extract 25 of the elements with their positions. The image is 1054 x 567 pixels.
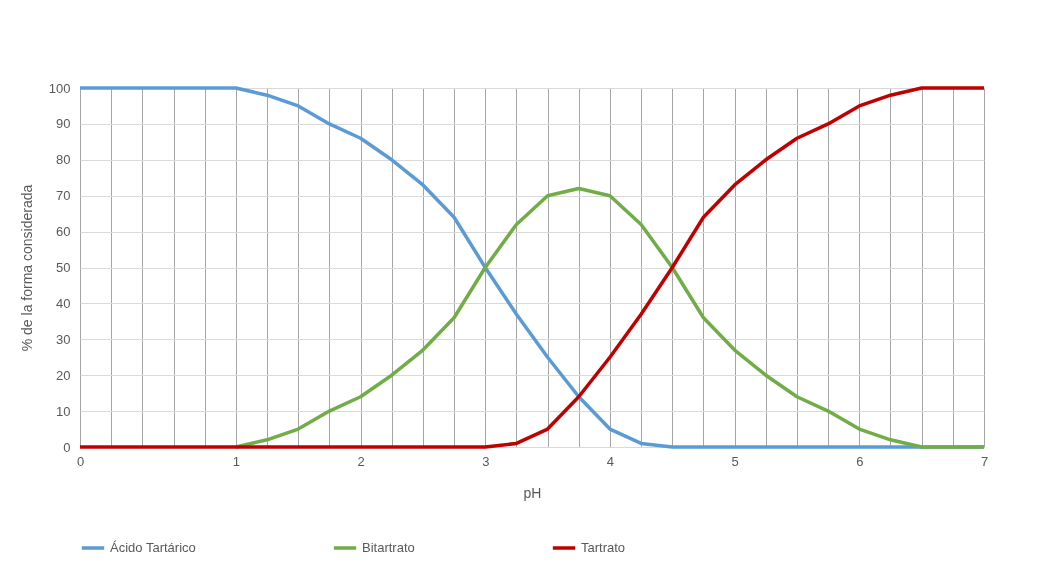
y-tick-label: 20 [56, 367, 71, 383]
x-tick-label: 1 [232, 453, 240, 469]
line-series [78, 86, 986, 449]
y-tick-label: 70 [56, 188, 71, 204]
y-tick-label: 40 [56, 295, 71, 311]
x-tick-label: 0 [76, 453, 85, 469]
y-tick-label: 30 [56, 331, 71, 347]
x-tick-label: 3 [482, 453, 490, 469]
legend-label: Tartrato [581, 540, 626, 555]
y-tick-label: 60 [56, 224, 71, 240]
x-tick-label: 5 [731, 453, 739, 469]
legend-label: Ácido Tartárico [110, 540, 196, 555]
x-axis-title: pH [523, 484, 542, 501]
y-tick-label: 90 [56, 116, 71, 132]
x-tick-label: 4 [606, 453, 615, 469]
y-axis-title: % de la forma considerada [18, 184, 35, 352]
x-tick-label: 2 [357, 453, 365, 469]
x-tick-label: 6 [856, 453, 864, 469]
y-tick-label: 0 [63, 439, 71, 455]
x-tick-label: 7 [980, 453, 989, 469]
y-tick-label: 100 [48, 80, 71, 96]
y-tick-label: 10 [56, 403, 71, 419]
legend-label: Bitartrato [362, 540, 415, 555]
y-tick-label: 50 [56, 260, 71, 275]
y-tick-label: 80 [56, 152, 71, 168]
